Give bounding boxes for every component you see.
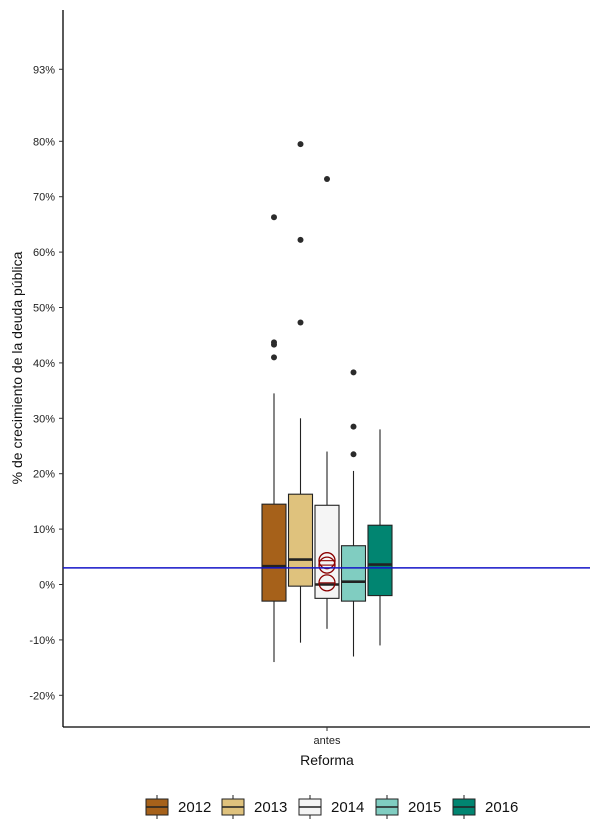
box-2012 — [261, 214, 287, 663]
y-tick-label: 70% — [33, 192, 55, 204]
box-body — [367, 524, 393, 597]
y-tick-label: -10% — [29, 635, 55, 647]
x-tick-label: antes — [314, 735, 341, 747]
box-2013 — [287, 141, 314, 643]
y-tick-label: 80% — [33, 136, 55, 148]
outlier-point — [297, 236, 304, 243]
plot-area: -20% -10% 0% 10% 20% 30% 40% 50% 60% 70% 80% 93% ant… — [29, 10, 590, 747]
box-2016 — [367, 429, 393, 646]
y-tick-label: 60% — [33, 247, 55, 259]
outlier-point — [297, 319, 304, 326]
legend-item-2012: 2012 — [145, 795, 211, 819]
y-tick-label: 30% — [33, 413, 55, 425]
legend-label: 2012 — [178, 799, 211, 816]
y-tick-label: 0% — [39, 580, 55, 592]
outlier-point — [271, 214, 277, 221]
outlier-point — [350, 451, 357, 458]
legend-item-2014: 2014 — [298, 795, 364, 819]
legend-label: 2016 — [485, 799, 518, 816]
box-2015 — [340, 369, 367, 657]
box-2014 — [314, 175, 340, 629]
y-tick-label: 10% — [33, 524, 55, 536]
y-axis-title: % de crecimiento de la deuda pública — [9, 251, 25, 484]
outlier-point — [350, 369, 357, 376]
x-axis-title: Reforma — [300, 752, 354, 768]
y-tick-label: -20% — [29, 690, 55, 702]
legend-label: 2013 — [254, 799, 287, 816]
outlier-point — [324, 175, 330, 182]
y-tick-label: 20% — [33, 469, 55, 481]
outlier-point — [271, 339, 277, 346]
legend: 2012 2013 2014 2015 2016 — [145, 795, 518, 819]
y-tick-label: 50% — [33, 303, 55, 315]
legend-item-2015: 2015 — [375, 795, 441, 819]
outlier-point — [350, 423, 357, 430]
legend-item-2013: 2013 — [221, 795, 287, 819]
legend-item-2016: 2016 — [452, 795, 518, 819]
outlier-point — [297, 141, 304, 148]
box-body — [340, 545, 367, 602]
legend-label: 2014 — [331, 799, 364, 816]
box-body — [287, 493, 314, 587]
outlier-point — [271, 354, 277, 361]
box-body — [261, 503, 287, 602]
legend-label: 2015 — [408, 799, 441, 816]
y-tick-label: 40% — [33, 358, 55, 370]
y-tick-label: 93% — [33, 64, 55, 76]
